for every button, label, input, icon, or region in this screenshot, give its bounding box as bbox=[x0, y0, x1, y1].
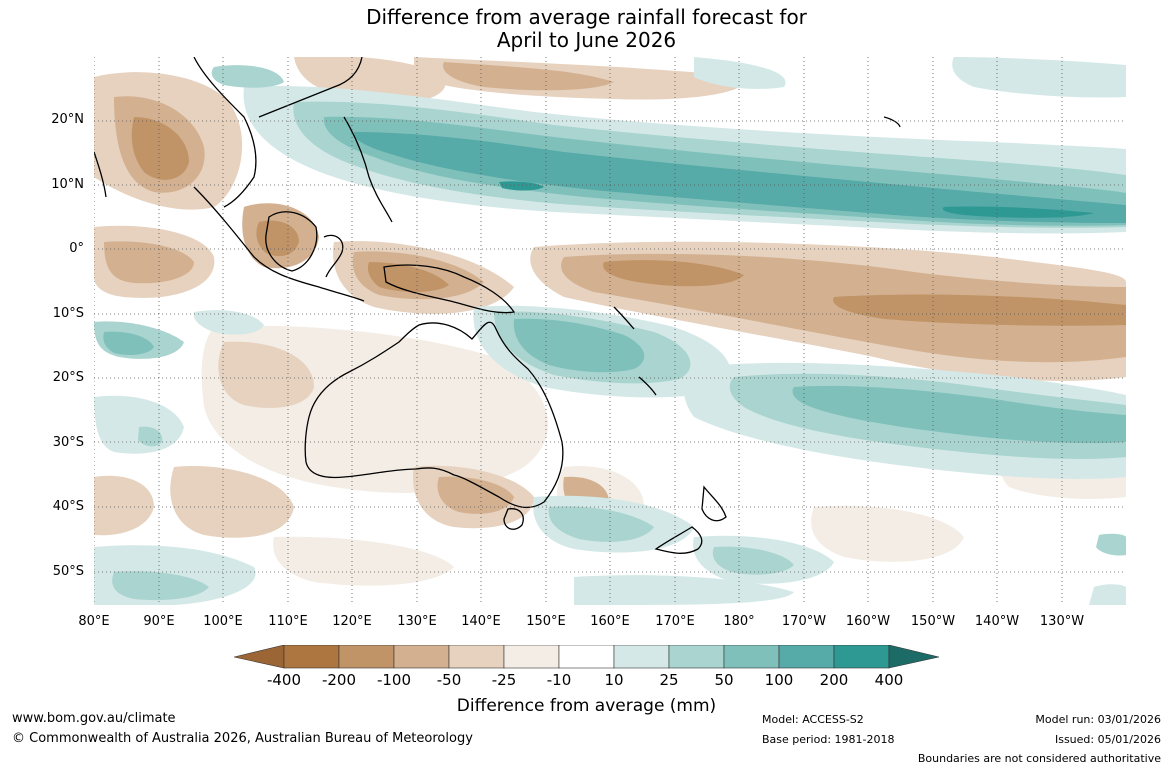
pacific-islands bbox=[613, 306, 657, 396]
lon-label-120e: 120°E bbox=[332, 614, 372, 629]
india-coastline bbox=[94, 151, 107, 198]
colorbar-segment-m25-m10 bbox=[503, 645, 560, 669]
lat-label-50s: 50°S bbox=[52, 564, 84, 579]
sumatra-java-coastline bbox=[193, 186, 365, 302]
colorbar-segment-10-25 bbox=[613, 645, 670, 669]
lat-label-40s: 40°S bbox=[52, 499, 84, 514]
colorbar-segment-m10-10 bbox=[558, 645, 615, 669]
lon-label-100e: 100°E bbox=[203, 614, 243, 629]
colorbar-segment-lt-m400 bbox=[234, 645, 285, 669]
map-title-line2: April to June 2026 bbox=[496, 28, 677, 52]
footer-disclaimer: Boundaries are not considered authoritat… bbox=[917, 752, 1161, 765]
new-zealand-coastline bbox=[654, 485, 727, 554]
colorbar-tick-25: 25 bbox=[659, 671, 679, 689]
colorbar-tick-m200: -200 bbox=[321, 671, 357, 689]
tasmania-coastline bbox=[503, 508, 524, 530]
colorbar-tick-50: 50 bbox=[714, 671, 734, 689]
colorbar-tick-400: 400 bbox=[874, 671, 904, 689]
sulawesi-coastline bbox=[323, 234, 344, 278]
coastlines bbox=[94, 57, 901, 554]
footer-copyright: © Commonwealth of Australia 2026, Austra… bbox=[12, 731, 473, 746]
colorbar-tick-m100: -100 bbox=[376, 671, 412, 689]
colorbar bbox=[234, 645, 940, 669]
lon-label-80e: 80°E bbox=[78, 614, 110, 629]
lat-label-10n: 10°N bbox=[51, 177, 84, 192]
colorbar-segment-50-100 bbox=[723, 645, 780, 669]
lon-label-90e: 90°E bbox=[143, 614, 175, 629]
new-guinea-coastline bbox=[383, 264, 516, 314]
lat-label-30s: 30°S bbox=[52, 435, 84, 450]
colorbar-segment-gt-400 bbox=[888, 645, 940, 669]
colorbar-tick-200: 200 bbox=[819, 671, 849, 689]
graticule bbox=[94, 57, 1126, 605]
colorbar-segment-100-200 bbox=[778, 645, 835, 669]
borneo-coastline bbox=[265, 211, 318, 272]
footer-model: Model: ACCESS-S2 bbox=[762, 713, 864, 726]
asia-coastline bbox=[258, 57, 363, 118]
colorbar-tick-m400: -400 bbox=[266, 671, 302, 689]
lon-label-170e: 170°E bbox=[655, 614, 695, 629]
philippines-coastline bbox=[343, 116, 393, 223]
lon-label-130w: 130°W bbox=[1039, 614, 1085, 629]
indochina-coastline bbox=[193, 57, 257, 208]
colorbar-tick-m10: -10 bbox=[546, 671, 572, 689]
lon-label-140w: 140°W bbox=[974, 614, 1020, 629]
colorbar-segment-200-400 bbox=[833, 645, 890, 669]
colorbar-segment-m400-m200 bbox=[283, 645, 340, 669]
lon-label-130e: 130°E bbox=[397, 614, 437, 629]
lon-label-110e: 110°E bbox=[268, 614, 308, 629]
lon-label-170w: 170°W bbox=[781, 614, 827, 629]
rainfall-map bbox=[94, 57, 1126, 605]
lat-label-0: 0° bbox=[69, 241, 84, 256]
footer-model-run: Model run: 03/01/2026 bbox=[1035, 713, 1161, 726]
colorbar-tick-m25: -25 bbox=[491, 671, 517, 689]
australia-coastline bbox=[304, 321, 564, 509]
colorbar-segment-25-50 bbox=[668, 645, 725, 669]
lon-label-150w: 150°W bbox=[910, 614, 956, 629]
lon-label-140e: 140°E bbox=[461, 614, 501, 629]
colorbar-segment-m50-m25 bbox=[448, 645, 505, 669]
colorbar-tick-100: 100 bbox=[764, 671, 794, 689]
footer-issued: Issued: 05/01/2026 bbox=[1054, 733, 1161, 746]
lon-label-160e: 160°E bbox=[590, 614, 630, 629]
lon-label-180: 180° bbox=[723, 614, 755, 629]
colorbar-segment-m200-m100 bbox=[338, 645, 395, 669]
colorbar-segment-m100-m50 bbox=[393, 645, 450, 669]
lat-label-10s: 10°S bbox=[52, 306, 84, 321]
colorbar-label: Difference from average (mm) bbox=[456, 696, 717, 716]
lat-label-20s: 20°S bbox=[52, 370, 84, 385]
footer-base-period: Base period: 1981-2018 bbox=[762, 733, 895, 746]
lon-label-160w: 160°W bbox=[845, 614, 891, 629]
lat-label-20n: 20°N bbox=[51, 112, 84, 127]
drier-regions bbox=[94, 57, 1126, 586]
colorbar-tick-m50: -50 bbox=[436, 671, 462, 689]
colorbar-tick-10: 10 bbox=[604, 671, 624, 689]
footer-url[interactable]: www.bom.gov.au/climate bbox=[12, 711, 176, 726]
map-title-line1: Difference from average rainfall forecas… bbox=[366, 5, 807, 29]
lon-label-150e: 150°E bbox=[526, 614, 566, 629]
